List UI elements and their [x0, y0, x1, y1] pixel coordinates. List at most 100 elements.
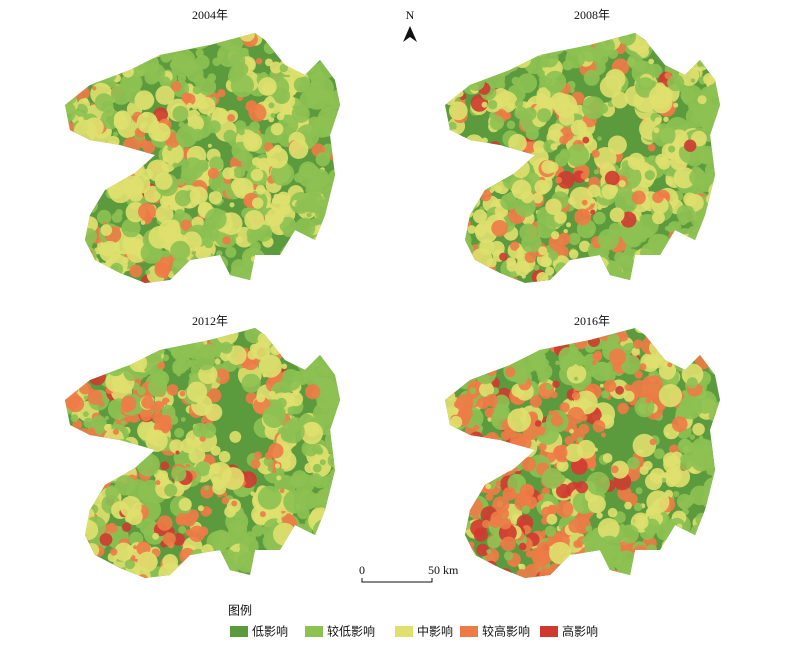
map-patch — [599, 33, 613, 37]
map-patch — [485, 432, 500, 446]
map-patch — [65, 328, 74, 345]
map-patch — [263, 41, 276, 54]
map-patch — [543, 33, 566, 49]
map-patch — [579, 260, 593, 273]
map-patch — [65, 75, 80, 95]
map-patch — [630, 318, 639, 327]
map-patch — [643, 328, 652, 329]
map-patch — [199, 562, 216, 578]
map-patch — [647, 143, 656, 152]
map-patch — [301, 235, 309, 243]
map-patch — [227, 114, 236, 122]
map-patch — [488, 141, 502, 154]
map-patch — [580, 572, 591, 578]
map-patch — [88, 250, 93, 255]
map-patch — [646, 490, 670, 514]
map-patch — [313, 347, 321, 354]
map-patch — [648, 258, 662, 271]
map-patch — [515, 253, 524, 261]
map-patch — [105, 338, 114, 347]
map-patch — [108, 162, 129, 182]
map-patch — [567, 34, 574, 41]
map-patch — [308, 543, 321, 556]
map-patch — [65, 251, 72, 274]
map-patch — [673, 266, 688, 281]
map-patch — [200, 259, 217, 275]
map-patch — [560, 40, 567, 47]
map-patch — [155, 205, 174, 223]
map-patch — [445, 527, 457, 544]
map-patch — [71, 59, 77, 65]
map-patch — [669, 537, 678, 546]
map-patch — [98, 45, 120, 66]
map-patch — [447, 177, 458, 187]
map-patch — [71, 164, 96, 189]
map-patch — [445, 218, 454, 226]
map-patch — [696, 548, 704, 556]
map-patch — [577, 436, 583, 443]
map-patch — [678, 395, 703, 420]
map-patch — [300, 260, 308, 268]
map-patch — [513, 370, 528, 385]
map-patch — [465, 160, 479, 174]
map-patch — [448, 129, 459, 140]
map-patch — [328, 61, 336, 69]
map-patch — [279, 369, 302, 391]
map-patch — [65, 92, 77, 104]
map-patch — [654, 555, 662, 563]
map-patch — [161, 425, 170, 434]
map-patch — [447, 121, 457, 131]
map-patch — [668, 231, 678, 241]
map-patch — [694, 328, 717, 350]
map-patch — [135, 26, 139, 30]
map-patch — [537, 494, 544, 501]
map-patch — [168, 328, 191, 347]
map-patch — [679, 44, 687, 51]
panel-title: 2012年 — [192, 314, 228, 328]
map-patch — [316, 387, 339, 411]
map-patch — [469, 431, 483, 445]
map-patch — [86, 262, 108, 283]
map-panel — [445, 33, 720, 283]
map-patch — [598, 564, 610, 575]
map-patch — [300, 59, 306, 65]
map-patch — [450, 537, 468, 555]
map-patch — [285, 548, 304, 568]
map-patch — [587, 460, 597, 469]
map-patch — [581, 199, 588, 206]
map-patch — [162, 532, 176, 546]
map-patch — [567, 406, 585, 424]
map-patch — [473, 209, 487, 224]
map-patch — [553, 445, 568, 460]
map-patch — [519, 330, 537, 348]
map-patch — [495, 202, 500, 207]
map-patch — [115, 33, 124, 35]
map-patch — [91, 415, 107, 431]
map-patch — [88, 367, 106, 386]
map-patch — [680, 87, 696, 103]
map-patch — [620, 211, 637, 228]
map-patch — [627, 152, 645, 170]
north-arrow: N — [403, 8, 417, 42]
map-patch — [65, 346, 74, 365]
map-patch — [707, 236, 715, 245]
map-patch — [306, 541, 319, 554]
map-patch — [698, 258, 717, 277]
map-patch — [114, 475, 136, 496]
map-patch — [329, 202, 340, 222]
map-patch — [310, 247, 326, 263]
map-patch — [121, 570, 133, 578]
map-patch — [65, 56, 68, 61]
map-patch — [104, 423, 112, 432]
map-patch — [65, 377, 75, 390]
map-patch — [637, 60, 647, 70]
map-patch — [65, 360, 74, 383]
map-patch — [550, 391, 558, 399]
map-patch — [649, 438, 657, 446]
map-patch — [514, 260, 531, 277]
map-patch — [481, 51, 495, 64]
map-patch — [312, 444, 322, 454]
map-patch — [593, 169, 599, 175]
map-patch — [447, 430, 456, 439]
map-patch — [439, 363, 444, 368]
